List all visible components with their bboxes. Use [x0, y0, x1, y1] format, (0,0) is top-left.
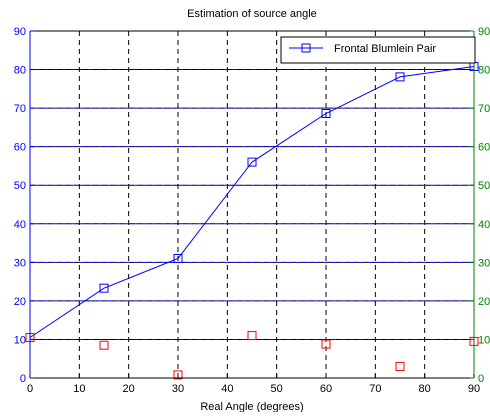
y2-tick-label-70: 70	[478, 103, 490, 115]
legend-marker	[301, 43, 311, 53]
x-tick-label-80: 80	[419, 383, 431, 395]
y2-tick-label-60: 60	[478, 142, 490, 154]
x-tick-label-90: 90	[468, 383, 480, 395]
axes: 0 10 20 30 40 50 60 70 80 90010203040506070809001…	[14, 26, 490, 395]
x-tick-label-60: 60	[320, 383, 332, 395]
x-tick-label-10: 10	[73, 383, 85, 395]
y-tick-label-50: 50	[14, 180, 26, 192]
y2-tick-label-0: 0	[478, 373, 484, 385]
y-tick-label-20: 20	[14, 296, 26, 308]
y-tick-label-30: 30	[14, 257, 26, 269]
series-1-point-5	[395, 361, 405, 371]
y2-tick-label-10: 10	[478, 334, 490, 346]
legend-box	[280, 36, 476, 64]
x-tick-label-70: 70	[369, 383, 381, 395]
legend: Frontal Blumlein Pair	[280, 36, 476, 64]
x-tick-label-40: 40	[221, 383, 233, 395]
grid	[30, 31, 474, 378]
series-1-point-1	[99, 340, 109, 350]
series-0-point-2	[173, 253, 183, 263]
plot-area	[30, 31, 474, 378]
series-0-point-3	[247, 157, 257, 167]
chart-title: Estimation of source angle	[187, 8, 317, 20]
y2-tick-label-80: 80	[478, 65, 490, 77]
y-tick-label-0: 0	[20, 373, 26, 385]
series-0-point-4	[321, 109, 331, 119]
y-tick-label-10: 10	[14, 334, 26, 346]
y-tick-label-80: 80	[14, 65, 26, 77]
legend-label-frontal-blumlein-pair: Frontal Blumlein Pair	[334, 43, 436, 55]
y-tick-label-70: 70	[14, 103, 26, 115]
x-axis-label: Real Angle (degrees)	[200, 401, 303, 412]
series-1-point-4	[321, 339, 331, 349]
x-tick-label-20: 20	[123, 383, 135, 395]
y-tick-label-60: 60	[14, 142, 26, 154]
series-0-point-1	[99, 283, 109, 293]
y2-tick-label-40: 40	[478, 219, 490, 231]
y2-tick-label-90: 90	[478, 26, 490, 38]
x-tick-label-50: 50	[271, 383, 283, 395]
series-1-point-2	[173, 370, 183, 380]
x-tick-label-0: 0	[27, 383, 33, 395]
y-tick-label-90: 90	[14, 26, 26, 38]
y2-tick-label-30: 30	[478, 257, 490, 269]
x-tick-label-30: 30	[172, 383, 184, 395]
series-0-point-5	[395, 72, 405, 82]
y2-tick-label-50: 50	[478, 180, 490, 192]
y-tick-label-40: 40	[14, 219, 26, 231]
series-layer	[25, 61, 479, 380]
y2-tick-label-20: 20	[478, 296, 490, 308]
series-1-point-3	[247, 331, 257, 341]
series-0-line	[29, 65, 475, 338]
